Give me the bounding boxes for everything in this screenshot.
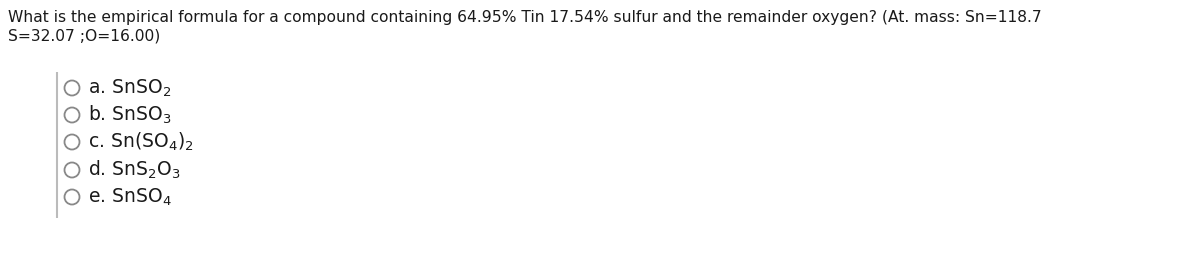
- Text: d. SnS$_{2}$O$_{3}$: d. SnS$_{2}$O$_{3}$: [88, 159, 181, 181]
- Text: a. SnSO$_{2}$: a. SnSO$_{2}$: [88, 77, 172, 99]
- Text: e. SnSO$_{4}$: e. SnSO$_{4}$: [88, 186, 172, 208]
- Text: S=32.07 ;O=16.00): S=32.07 ;O=16.00): [8, 28, 161, 43]
- Text: b. SnSO$_{3}$: b. SnSO$_{3}$: [88, 104, 172, 126]
- Text: c. Sn(SO$_{4}$)$_{2}$: c. Sn(SO$_{4}$)$_{2}$: [88, 131, 193, 153]
- Text: What is the empirical formula for a compound containing 64.95% Tin 17.54% sulfur: What is the empirical formula for a comp…: [8, 10, 1042, 25]
